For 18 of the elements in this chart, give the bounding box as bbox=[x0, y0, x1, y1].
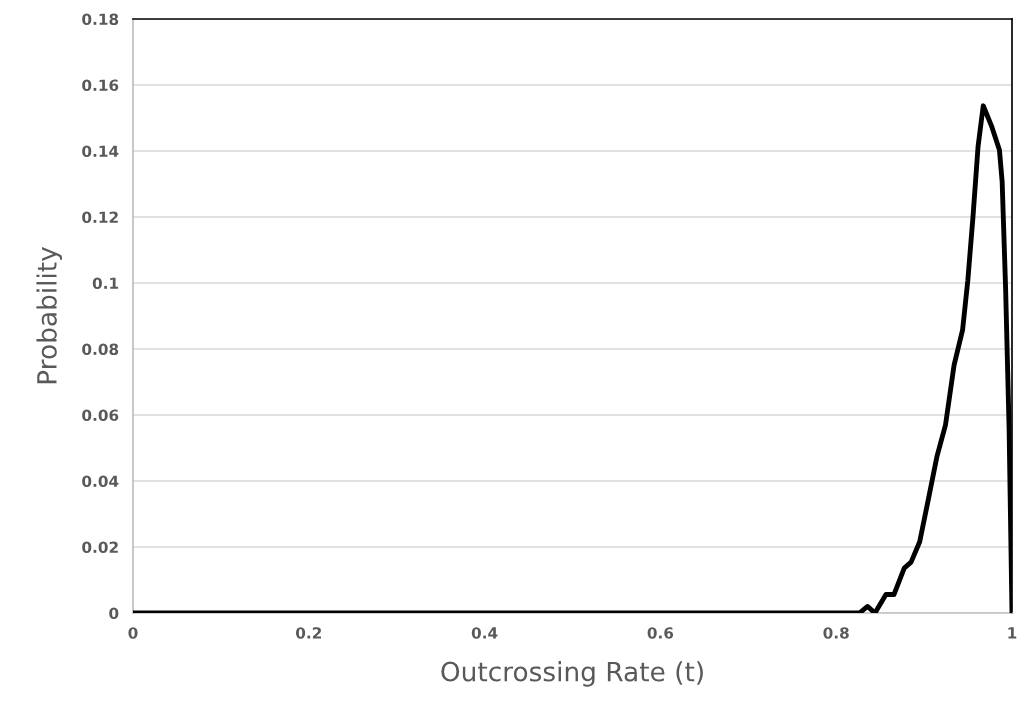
y-tick-label: 0.14 bbox=[82, 145, 119, 158]
y-tick-label: 0.16 bbox=[82, 79, 119, 92]
x-tick-label: 0.8 bbox=[823, 627, 849, 639]
x-tick-label: 0.2 bbox=[296, 627, 322, 639]
y-tick-label: 0.04 bbox=[82, 475, 119, 488]
y-tick-label: 0.1 bbox=[92, 277, 119, 290]
x-tick-label: 1 bbox=[1008, 627, 1017, 639]
y-tick-label: 0.18 bbox=[82, 13, 119, 26]
y-tick-label: 0.08 bbox=[82, 343, 119, 356]
y-tick-label: 0.12 bbox=[82, 211, 118, 224]
x-tick-label: 0.4 bbox=[471, 627, 498, 639]
x-tick-label: 0 bbox=[128, 627, 138, 639]
y-tick-label: 0.06 bbox=[82, 409, 119, 422]
y-tick-label: 0 bbox=[109, 607, 119, 620]
y-tick-label: 0.02 bbox=[82, 541, 118, 554]
x-tick-label: 0.6 bbox=[647, 627, 674, 639]
x-axis-title: Outcrossing Rate (t) bbox=[441, 661, 703, 687]
y-axis-title: Probability bbox=[36, 247, 62, 384]
